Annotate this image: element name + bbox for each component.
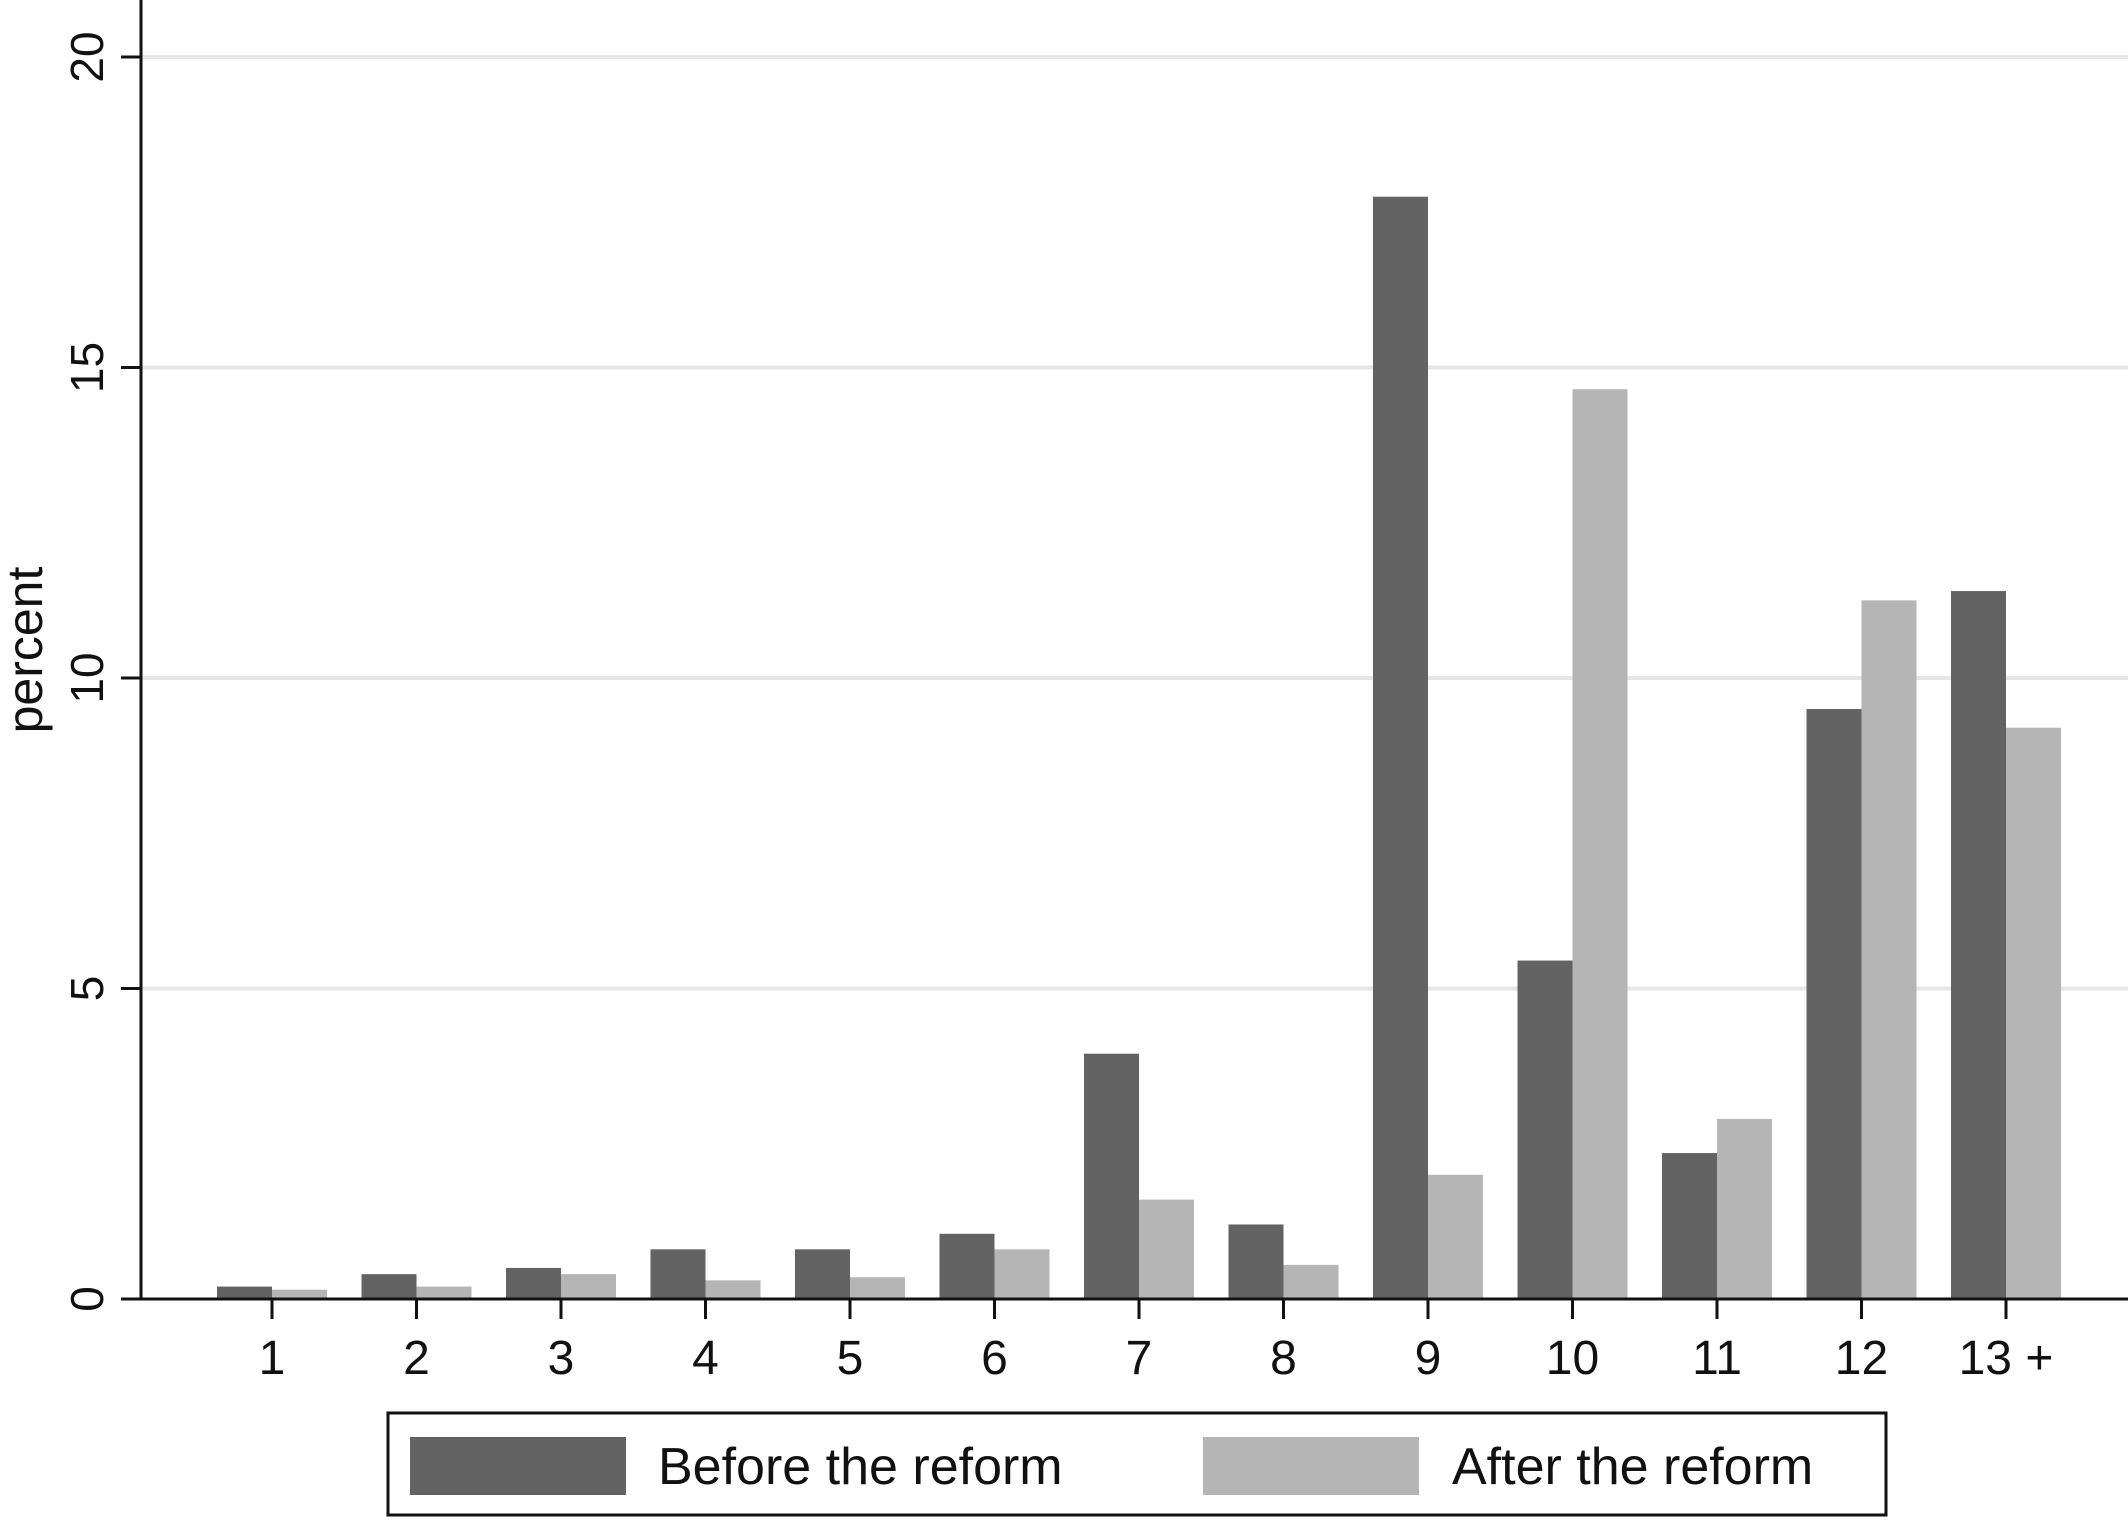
x-tick-label: 8 [1270, 1332, 1297, 1385]
bar [795, 1249, 850, 1299]
bar [1084, 1053, 1139, 1299]
y-tick-label: 5 [61, 976, 113, 1002]
x-tick-label: 12 [1835, 1332, 1888, 1385]
y-tick-label: 20 [61, 31, 113, 82]
x-tick-label: 6 [981, 1332, 1008, 1385]
y-tick-label: 10 [61, 652, 113, 703]
bar [939, 1233, 995, 1299]
bar [1662, 1153, 1717, 1299]
x-tick-label: 1 [259, 1332, 286, 1385]
x-tick-label: 13 + [1959, 1332, 2054, 1385]
bar [416, 1286, 472, 1299]
bar [1517, 960, 1573, 1299]
y-axis-label: percent [0, 567, 53, 734]
bar [1572, 389, 1628, 1299]
bar [1428, 1174, 1483, 1299]
bar [2006, 727, 2061, 1299]
bar [361, 1274, 417, 1299]
bar [217, 1286, 272, 1299]
legend: Before the reform After the reform [386, 1411, 1888, 1517]
bar [1139, 1199, 1194, 1299]
legend-swatch [1203, 1437, 1419, 1495]
grid-lines [141, 55, 2128, 991]
bar [705, 1280, 761, 1299]
bar [850, 1277, 905, 1299]
legend-label: Before the reform [658, 1438, 1063, 1496]
bar [994, 1249, 1050, 1299]
x-tick-label: 10 [1546, 1332, 1599, 1385]
bar [1806, 709, 1862, 1299]
x-tick-label: 2 [403, 1332, 430, 1385]
bar [1717, 1118, 1772, 1299]
bar [561, 1274, 616, 1299]
x-tick-label: 11 [1692, 1332, 1742, 1385]
x-tick-label: 5 [837, 1332, 864, 1385]
legend-swatch [410, 1437, 626, 1495]
bar [272, 1289, 327, 1299]
bar [1861, 600, 1917, 1299]
bar [506, 1267, 561, 1299]
legend-label: After the reform [1452, 1438, 1813, 1496]
bar [1228, 1224, 1284, 1299]
x-tick-label: 7 [1126, 1332, 1153, 1385]
bars [217, 196, 2061, 1300]
x-tick-label: 4 [692, 1332, 719, 1385]
y-tick-label: 0 [61, 1286, 113, 1312]
bar [650, 1249, 706, 1299]
bar [1951, 591, 2006, 1299]
x-tick-label: 9 [1415, 1332, 1442, 1385]
bar [1283, 1264, 1339, 1299]
bar [1373, 196, 1428, 1300]
y-tick-label: 15 [61, 342, 113, 393]
legend-box [386, 1411, 1888, 1517]
x-tick-label: 3 [548, 1332, 575, 1385]
